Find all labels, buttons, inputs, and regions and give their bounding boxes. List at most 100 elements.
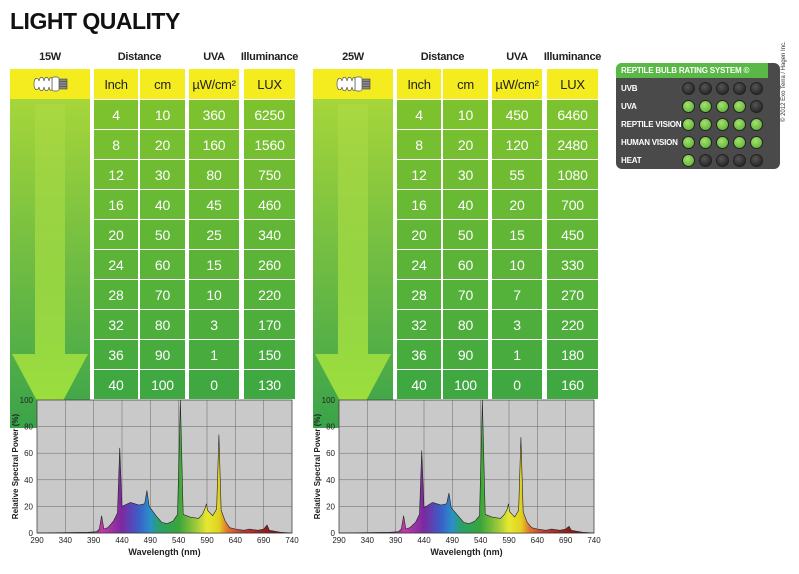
unit-row: Inch cm µW/cm² LUX [10,69,295,99]
cm-cell: 30 [140,160,185,189]
uva-header: UVA [203,51,225,63]
inch-cell: 24 [397,250,441,279]
table-row: 32 80 3 220 [313,310,598,339]
lux-cell: 2480 [547,130,598,159]
rating-row-uva: UVA [616,97,768,115]
cm-cell: 40 [140,190,185,219]
inch-cell: 40 [397,370,441,399]
lux-cell: 1080 [547,160,598,189]
lux-cell: 180 [547,340,598,369]
lux-cell: 220 [244,280,295,309]
uva-cell: 80 [189,160,239,189]
y-tick-label: 60 [326,449,335,458]
arrow-spacer [10,280,90,309]
uva-header: UVA [506,51,528,63]
arrow-spacer [313,250,393,279]
x-tick-label: 340 [361,536,375,545]
unit-row: Inch cm µW/cm² LUX [313,69,598,99]
y-tick-label: 100 [20,396,34,405]
arrow-spacer [10,310,90,339]
cm-cell: 50 [140,220,185,249]
uva-unit: µW/cm² [189,69,239,99]
lux-cell: 750 [244,160,295,189]
inch-cell: 20 [94,220,138,249]
uva-cell: 3 [492,310,542,339]
inch-cell: 28 [397,280,441,309]
cm-cell: 80 [443,310,488,339]
y-tick-label: 60 [24,449,33,458]
table-row: 24 60 10 330 [313,250,598,279]
x-tick-label: 290 [332,536,346,545]
rating-dot [699,99,712,113]
inch-unit: Inch [397,69,441,99]
inch-cell: 4 [397,100,441,129]
rating-dot [699,135,712,149]
table-row: 12 30 80 750 [10,160,295,189]
illuminance-header: Illuminance [240,51,299,63]
wattage-label: 15W [39,51,61,63]
rating-dot [750,135,763,149]
y-tick-label: 0 [29,529,34,538]
uva-cell: 120 [492,130,542,159]
lux-cell: 450 [547,220,598,249]
cm-cell: 90 [443,340,488,369]
rating-dot [682,153,695,167]
copyright-text: © 2012 Exo Terra / Hagen Inc. [781,41,787,122]
lux-cell: 700 [547,190,598,219]
y-tick-label: 20 [24,502,33,511]
rating-dot [733,81,746,95]
x-tick-label: 740 [587,536,601,545]
arrow-spacer [313,130,393,159]
distance-arrow-icon [10,99,90,428]
cm-unit: cm [443,69,488,99]
uva-cell: 15 [189,250,239,279]
inch-cell: 32 [94,310,138,339]
rating-dot [733,135,746,149]
table-row: 36 90 1 150 [10,340,295,369]
cm-cell: 20 [140,130,185,159]
cm-cell: 80 [140,310,185,339]
rating-dot [733,153,746,167]
page-title: LIGHT QUALITY [10,8,180,34]
cm-cell: 50 [443,220,488,249]
lux-cell: 260 [244,250,295,279]
cm-cell: 70 [443,280,488,309]
inch-cell: 12 [94,160,138,189]
uva-cell: 10 [189,280,239,309]
y-tick-label: 0 [331,529,336,538]
lux-unit: LUX [547,69,598,99]
y-tick-label: 80 [24,423,33,432]
cm-cell: 60 [140,250,185,279]
bulb-table-15w: 15W Distance UVA Illuminance Inch cm µW/… [10,48,299,428]
inch-cell: 28 [94,280,138,309]
cm-unit: cm [140,69,185,99]
x-tick-label: 690 [559,536,573,545]
table-row: 4 10 360 6250 [10,100,295,129]
arrow-spacer [313,280,393,309]
rating-dot [750,117,763,131]
x-tick-label: 490 [144,536,158,545]
x-tick-label: 540 [474,536,488,545]
rating-label: HEAT [621,155,642,165]
y-tick-label: 40 [326,476,335,485]
cm-cell: 10 [140,100,185,129]
uva-cell: 0 [492,370,542,399]
rating-dot [682,81,695,95]
bulb-icon-cell [313,69,393,99]
lux-cell: 6250 [244,100,295,129]
y-axis-label: Relative Spectral Power (%) [11,413,20,519]
lux-cell: 6460 [547,100,598,129]
x-tick-label: 690 [257,536,271,545]
cm-cell: 30 [443,160,488,189]
x-tick-label: 590 [502,536,516,545]
spectrum-series [36,399,293,534]
uva-cell: 7 [492,280,542,309]
uva-unit: µW/cm² [492,69,542,99]
rating-title: REPTILE BULB RATING SYSTEM © [616,63,768,78]
x-tick-label: 590 [200,536,214,545]
y-tick-label: 40 [24,476,33,485]
x-tick-label: 640 [229,536,243,545]
distance-header: Distance [117,51,162,63]
x-tick-label: 740 [285,536,299,545]
x-axis-label: Wavelength (nm) [128,547,200,557]
